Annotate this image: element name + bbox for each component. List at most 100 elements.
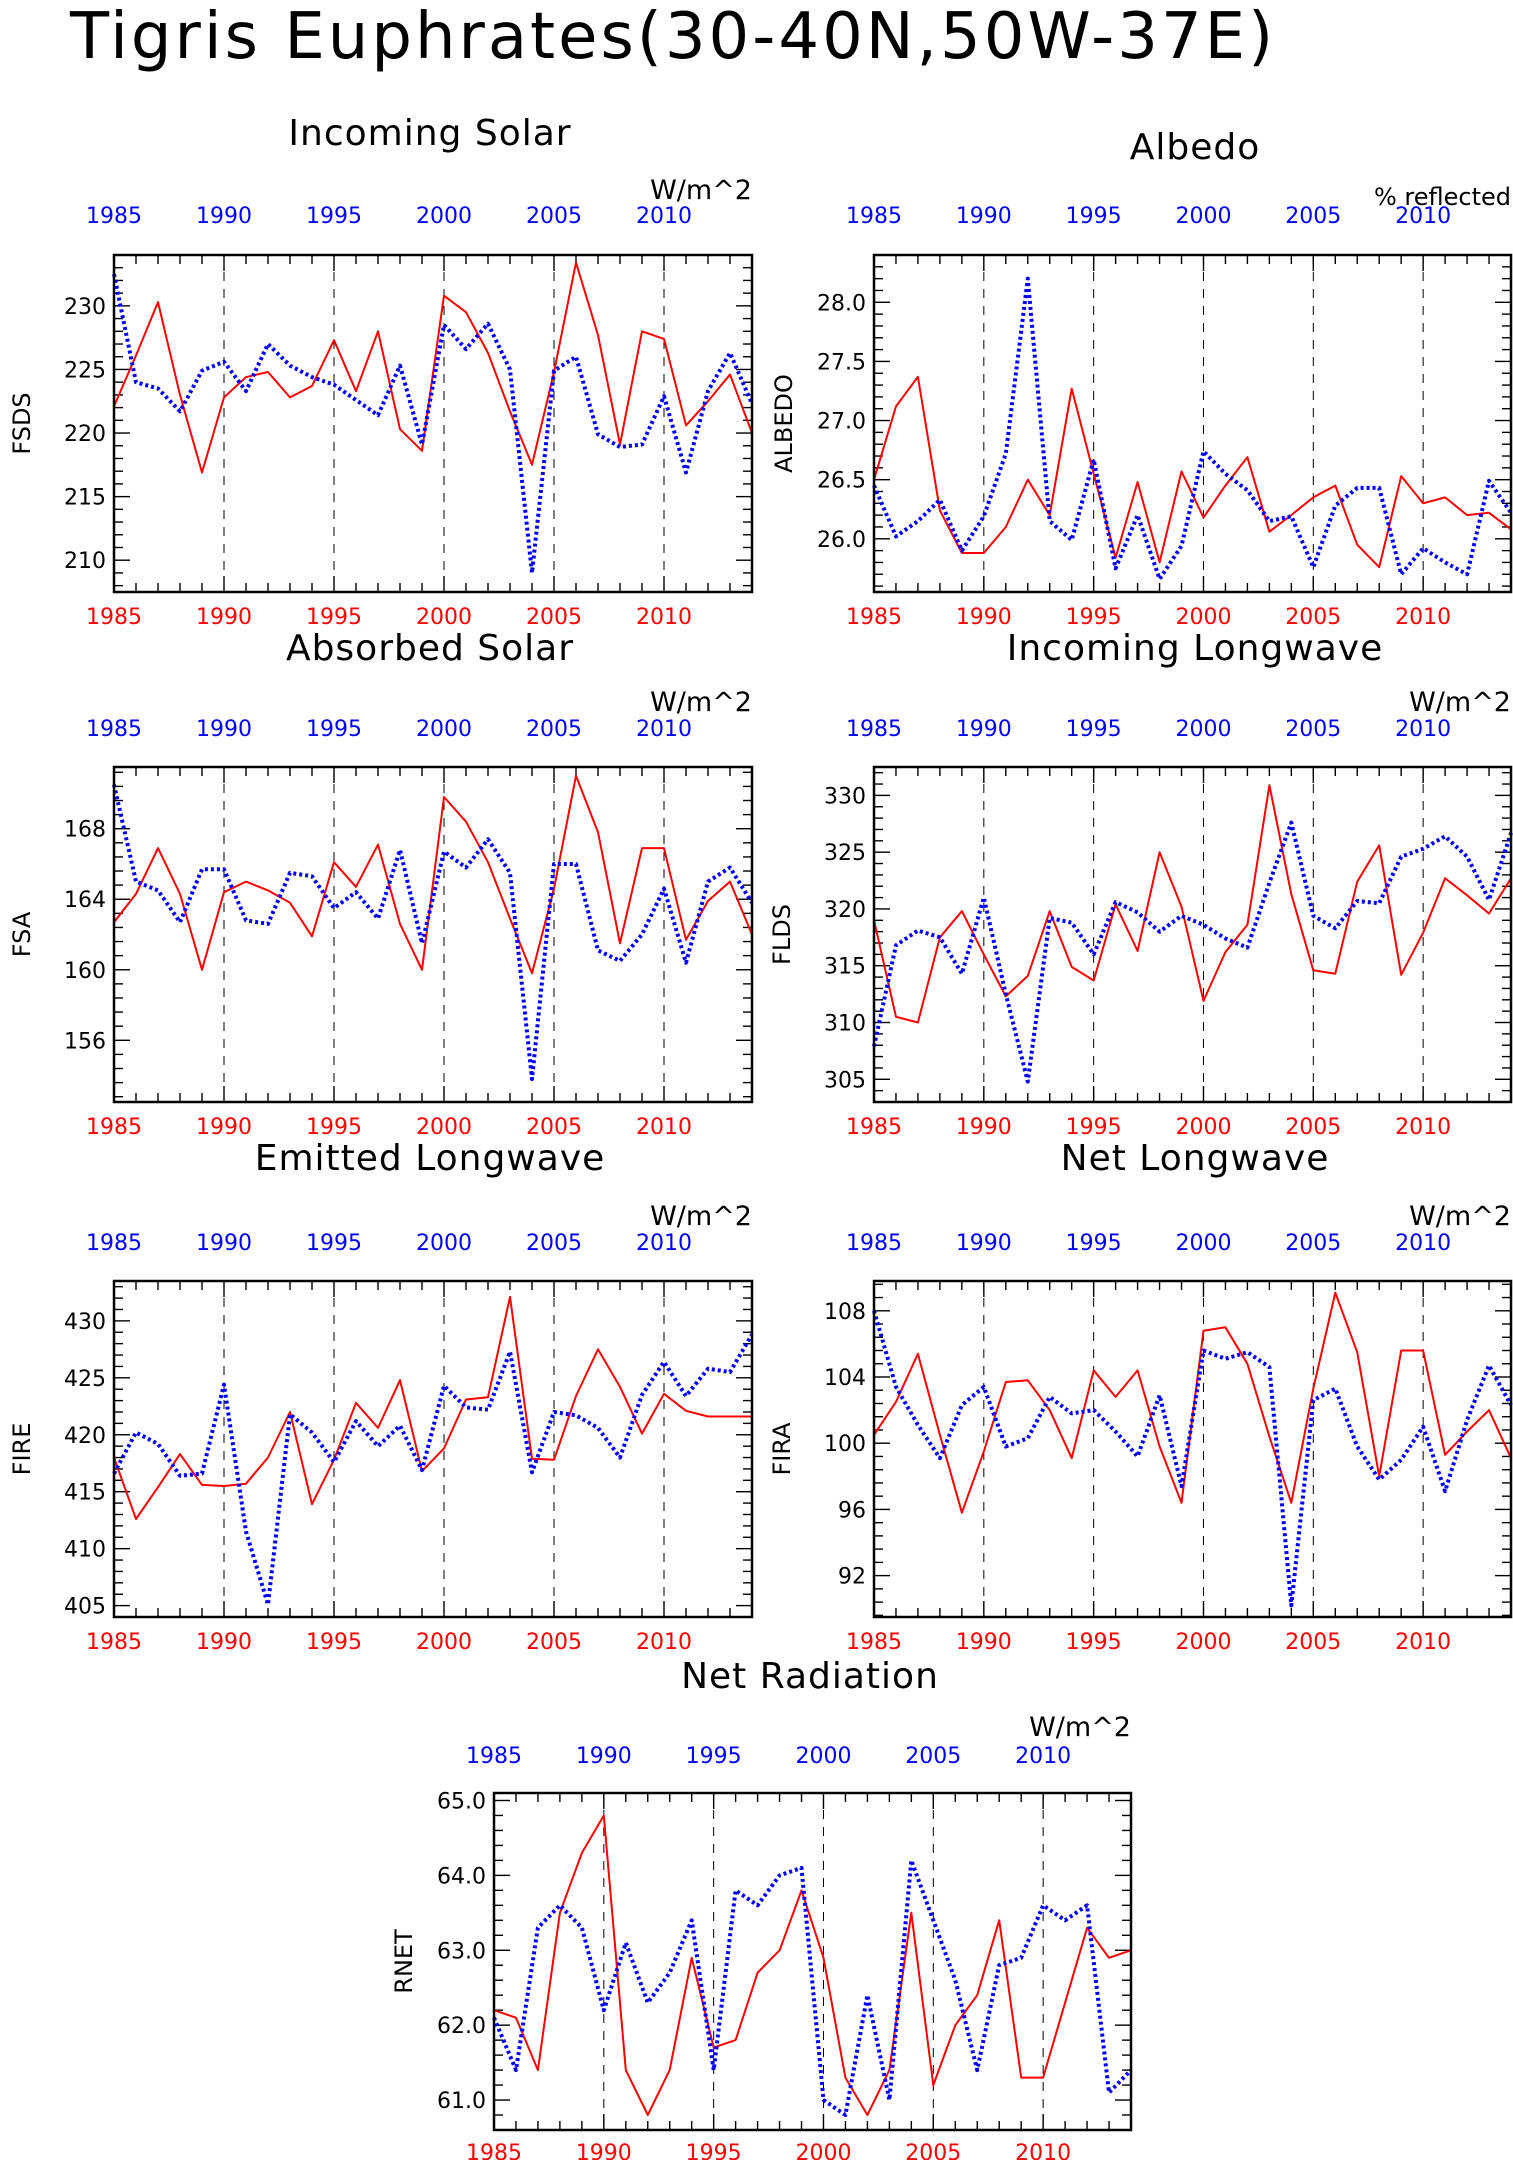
x-tick-label-bottom: 2010 (1395, 605, 1451, 630)
x-tick-label-top: 2005 (1285, 1231, 1341, 1256)
y-tick-label: 220 (64, 422, 106, 447)
x-tick-label-top: 2000 (416, 204, 472, 229)
x-tick-label-top: 1985 (846, 204, 902, 229)
x-tick-label-top: 2010 (636, 204, 692, 229)
y-tick-label: 160 (64, 959, 106, 984)
x-tick-label-bottom: 2010 (636, 1630, 692, 1655)
x-tick-label-bottom: 2010 (636, 605, 692, 630)
plot-frame (872, 765, 1513, 1104)
x-tick-label-top: 2010 (1015, 1744, 1071, 1769)
y-axis-label: RNET (390, 1929, 418, 1994)
x-tick-label-bottom: 2000 (1175, 605, 1231, 630)
y-tick-label: 410 (64, 1538, 106, 1563)
x-tick-label-top: 2005 (526, 1231, 582, 1256)
x-tick-label-top: 2000 (416, 1231, 472, 1256)
x-tick-label-bottom: 1990 (956, 605, 1012, 630)
x-tick-label-bottom: 2005 (526, 1630, 582, 1655)
y-tick-label: 64.0 (437, 1864, 486, 1889)
panel-title: Net Radiation (681, 1656, 939, 1697)
panel-title: Incoming Solar (288, 113, 571, 154)
x-tick-label-bottom: 1990 (956, 1630, 1012, 1655)
x-tick-label-top: 2010 (636, 1231, 692, 1256)
chart-panel-fsa: Absorbed Solar W/m^2 156 160 164 168 FSA 1985 19… (8, 628, 754, 1140)
y-tick-label: 27.0 (817, 410, 866, 435)
x-tick-label-top: 1995 (1066, 204, 1122, 229)
x-tick-label-bottom: 2000 (1175, 1115, 1231, 1140)
panel-title: Absorbed Solar (286, 628, 574, 669)
x-tick-label-top: 1990 (196, 1231, 252, 1256)
series-line-red (113, 1295, 752, 1520)
x-tick-label-top: 1990 (196, 204, 252, 229)
x-tick-label-bottom: 1995 (686, 2141, 742, 2160)
series-line-blue (112, 784, 754, 1082)
plot-frame (112, 765, 754, 1104)
y-tick-label: 225 (64, 358, 106, 383)
y-tick-label: 104 (824, 1366, 866, 1391)
x-tick-label-top: 2010 (1395, 1231, 1451, 1256)
series-line-red (493, 1814, 1132, 2116)
y-tick-label: 315 (824, 955, 866, 980)
x-tick-label-top: 1990 (956, 204, 1012, 229)
x-tick-label-top: 1985 (466, 1744, 522, 1769)
series-line-blue (872, 276, 1513, 581)
x-tick-label-bottom: 1985 (86, 1115, 142, 1140)
chart-panel-albedo: Albedo % reflected 26.0 26.5 27.0 27.5 28.0 ALB… (770, 127, 1513, 630)
panel-title: Net Longwave (1061, 1138, 1330, 1179)
x-tick-label-bottom: 2000 (1175, 1630, 1231, 1655)
y-tick-label: 26.0 (817, 528, 866, 553)
panel-title: Emitted Longwave (255, 1138, 606, 1179)
x-tick-label-top: 1985 (86, 717, 142, 742)
panel-title: Albedo (1130, 127, 1261, 168)
x-tick-label-top: 2005 (1285, 717, 1341, 742)
x-tick-label-top: 1995 (1066, 1231, 1122, 1256)
units-label: W/m^2 (650, 175, 752, 206)
y-tick-label: 325 (824, 841, 866, 866)
y-axis-label: FSA (8, 911, 36, 957)
y-tick-label: 420 (64, 1424, 106, 1449)
y-tick-label: 305 (824, 1068, 866, 1093)
x-tick-label-bottom: 1985 (86, 605, 142, 630)
x-tick-label-top: 2000 (1175, 204, 1231, 229)
plot-frame (112, 1279, 754, 1619)
series-line-blue (112, 1333, 754, 1607)
panels-container: Incoming Solar W/m^2 210 215 220 225 230 FSDS 19… (8, 113, 1513, 2160)
x-tick-label-top: 1995 (306, 717, 362, 742)
y-tick-label: 27.5 (817, 350, 866, 375)
x-tick-label-top: 1985 (846, 1231, 902, 1256)
series-line-blue (872, 820, 1513, 1084)
x-tick-label-top: 2000 (1175, 717, 1231, 742)
x-tick-label-bottom: 1990 (196, 1630, 252, 1655)
figure-title: Tigris Euphrates(30-40N,50W-37E) (69, 0, 1276, 74)
plot-frame (872, 1279, 1513, 1619)
x-tick-label-bottom: 2005 (526, 605, 582, 630)
chart-panel-fire: Emitted Longwave W/m^2 405 410 415 420 425 430 F… (8, 1138, 754, 1655)
y-tick-label: 415 (64, 1481, 106, 1506)
x-tick-label-bottom: 1995 (1066, 605, 1122, 630)
x-tick-label-bottom: 1990 (956, 1115, 1012, 1140)
y-tick-label: 156 (64, 1029, 106, 1054)
y-tick-label: 210 (64, 549, 106, 574)
x-tick-label-bottom: 1990 (196, 605, 252, 630)
y-tick-label: 28.0 (817, 291, 866, 316)
x-tick-label-bottom: 1995 (306, 1630, 362, 1655)
x-tick-label-bottom: 2010 (1015, 2141, 1071, 2160)
series-line-red (113, 774, 753, 975)
x-tick-label-top: 2010 (1395, 204, 1451, 229)
plot-frame (872, 253, 1513, 594)
units-label: W/m^2 (1029, 1712, 1131, 1743)
y-tick-label: 215 (64, 486, 106, 511)
x-tick-label-bottom: 2005 (905, 2141, 961, 2160)
panel-title: Incoming Longwave (1007, 628, 1384, 669)
x-tick-label-top: 2010 (1395, 717, 1451, 742)
y-tick-label: 65.0 (437, 1789, 486, 1814)
chart-panel-fsds: Incoming Solar W/m^2 210 215 220 225 230 FSDS 19… (8, 113, 754, 630)
x-tick-label-bottom: 1995 (1066, 1115, 1122, 1140)
x-tick-label-bottom: 2000 (416, 1115, 472, 1140)
y-tick-label: 62.0 (437, 2014, 486, 2039)
x-tick-label-top: 2010 (636, 717, 692, 742)
series-line-red (113, 261, 753, 474)
x-tick-label-top: 2005 (1285, 204, 1341, 229)
y-axis-label: FIRE (8, 1423, 36, 1476)
series-line-red (873, 1291, 1512, 1514)
